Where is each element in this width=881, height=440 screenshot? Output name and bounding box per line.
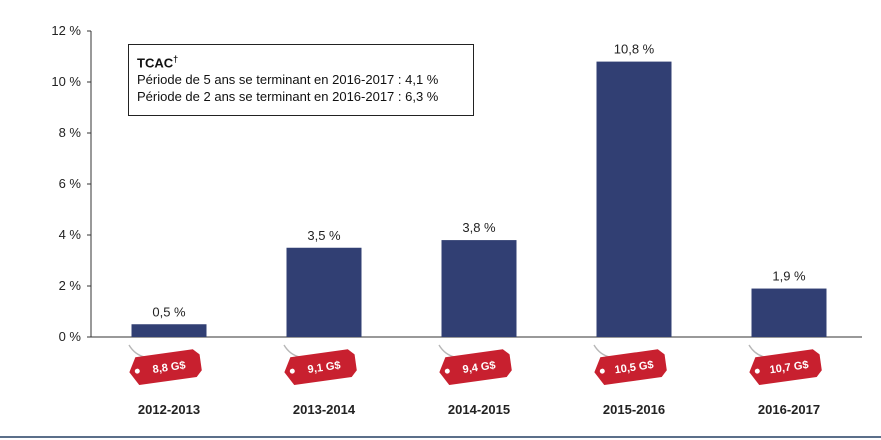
y-tick-label: 8 % <box>59 125 82 140</box>
price-tag-hole <box>599 368 605 374</box>
x-category-label: 2016-2017 <box>758 402 820 417</box>
price-tag: 9,1 G$ <box>284 349 357 386</box>
cagr-line-2-year: Période de 2 ans se terminant en 2016-20… <box>137 89 439 105</box>
bar-value-label: 1,9 % <box>772 269 806 284</box>
price-tag-hole <box>754 368 760 374</box>
bar <box>441 240 517 337</box>
price-tag: 10,5 G$ <box>594 349 667 386</box>
price-tag-shape <box>129 349 202 386</box>
price-tag: 9,4 G$ <box>439 349 512 386</box>
y-tick-label: 4 % <box>59 227 82 242</box>
y-tick-label: 2 % <box>59 278 82 293</box>
cagr-title: TCAC† <box>137 54 179 71</box>
price-tag-label: 8,8 G$ <box>152 359 186 375</box>
cagr-annotation-box: TCAC† Période de 5 ans se terminant en 2… <box>128 44 474 116</box>
bar <box>286 247 362 337</box>
cagr-line-5-year: Période de 5 ans se terminant en 2016-20… <box>137 72 439 88</box>
tag-string <box>438 344 456 358</box>
x-category-label: 2015-2016 <box>603 402 665 417</box>
price-tag-shape <box>594 349 667 386</box>
price-tag-shape <box>284 349 357 386</box>
tag-string <box>128 344 146 358</box>
bar-value-label: 3,8 % <box>462 220 496 235</box>
price-tag-label: 10,7 G$ <box>769 359 809 376</box>
y-tick-label: 12 % <box>51 23 81 38</box>
x-category-label: 2014-2015 <box>448 402 510 417</box>
bar-value-label: 3,5 % <box>307 228 341 243</box>
price-tag-hole <box>289 368 295 374</box>
price-tag: 10,7 G$ <box>749 349 822 386</box>
tag-string <box>593 344 611 358</box>
price-tag-shape <box>439 349 512 386</box>
price-tag-label: 9,1 G$ <box>307 359 341 375</box>
price-tag-label: 9,4 G$ <box>462 359 496 375</box>
price-tag-label: 10,5 G$ <box>614 359 654 376</box>
price-tag-hole <box>134 368 140 374</box>
x-category-label: 2013-2014 <box>293 402 356 417</box>
bar <box>596 61 672 337</box>
bar-value-label: 10,8 % <box>614 42 655 57</box>
price-tag: 8,8 G$ <box>129 349 202 386</box>
bar-value-label: 0,5 % <box>152 304 186 319</box>
bottom-divider <box>0 436 881 438</box>
tag-string <box>748 344 766 358</box>
bar <box>131 324 207 337</box>
y-tick-label: 6 % <box>59 176 82 191</box>
price-tag-shape <box>749 349 822 386</box>
y-tick-label: 10 % <box>51 74 81 89</box>
x-category-label: 2012-2013 <box>138 402 200 417</box>
tag-string <box>283 344 301 358</box>
bar <box>751 288 827 337</box>
price-tag-hole <box>444 368 450 374</box>
y-tick-label: 0 % <box>59 329 82 344</box>
